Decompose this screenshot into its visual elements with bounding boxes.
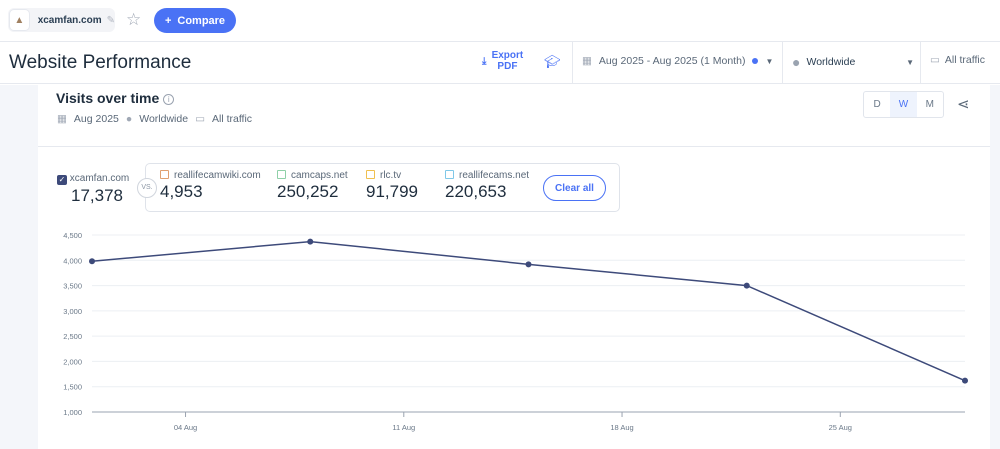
divider (920, 42, 921, 84)
share-icon[interactable]: ⋖ (957, 96, 970, 113)
widget-title-text: Visits over time (56, 90, 160, 106)
granularity-month[interactable]: M (925, 99, 934, 110)
competitor-value: 4,953 (160, 182, 203, 201)
compare-button[interactable]: + Compare (154, 8, 236, 33)
vs-badge: VS. (137, 178, 157, 198)
checkbox-checked-icon[interactable]: ✓ (57, 175, 67, 185)
traffic-dropdown[interactable]: ▭ All traffic (930, 54, 985, 66)
devices-icon: ▭ (195, 113, 205, 125)
export-pdf-button[interactable]: ⤓ Export PDF (482, 50, 523, 72)
legend-main-site[interactable]: ✓ xcamfan.com 17,378 (57, 173, 129, 206)
x-tick-label: 18 Aug (610, 423, 633, 432)
site-chip[interactable]: ▲ xcamfan.com ✎ (8, 8, 115, 32)
y-tick-label: 1,500 (63, 383, 82, 392)
competitor-value: 91,799 (366, 182, 418, 201)
academy-hat-icon[interactable]: 🎓︎ (544, 54, 561, 69)
meta-region: Worldwide (139, 113, 189, 125)
competitor-name: reallifecamwiki.com (174, 170, 261, 181)
favorite-star-icon[interactable]: ☆ (126, 10, 142, 29)
checkbox-unchecked-icon[interactable] (366, 170, 375, 179)
site-name: xcamfan.com (37, 14, 102, 26)
calendar-icon: ▦ (582, 55, 592, 67)
y-tick-label: 4,500 (63, 231, 82, 240)
y-tick-label: 3,500 (63, 282, 82, 291)
x-tick-label: 25 Aug (829, 423, 852, 432)
export-label: Export PDF (491, 50, 524, 72)
y-tick-label: 2,000 (63, 357, 82, 366)
compare-label: Compare (177, 14, 226, 27)
data-point[interactable] (525, 261, 532, 268)
competitor-value: 220,653 (445, 182, 507, 201)
widget-meta: ▦ Aug 2025 ● Worldwide ▭ All traffic (57, 113, 252, 125)
checkbox-unchecked-icon[interactable] (160, 170, 169, 179)
y-tick-label: 1,000 (63, 408, 82, 417)
legend-competitor[interactable]: reallifecamwiki.com 4,953 (160, 170, 261, 202)
caret-down-icon: ▼ (906, 57, 914, 67)
competitor-name: reallifecams.net (459, 170, 530, 181)
checkbox-unchecked-icon[interactable] (277, 170, 286, 179)
competitor-value: 250,252 (277, 182, 339, 201)
x-tick-label: 04 Aug (174, 423, 197, 432)
data-point[interactable] (307, 238, 314, 245)
legend-site-name: xcamfan.com (69, 173, 130, 184)
checkbox-unchecked-icon[interactable] (445, 170, 454, 179)
page-title: Website Performance (9, 52, 192, 73)
legend-site-value: 17,378 (71, 186, 123, 205)
competitor-name: camcaps.net (291, 170, 348, 181)
plus-icon: + (164, 14, 172, 27)
x-tick-label: 11 Aug (392, 423, 415, 432)
data-point[interactable] (89, 258, 95, 265)
y-tick-label: 3,000 (63, 307, 82, 316)
edit-pencil-icon[interactable]: ✎ (106, 14, 115, 26)
traffic-label: All traffic (944, 54, 985, 66)
region-label: Worldwide (806, 56, 856, 68)
granularity-toggle: D W M (863, 91, 944, 118)
granularity-day[interactable]: D (873, 99, 881, 110)
left-gutter (0, 85, 38, 449)
date-range-label: Aug 2025 - Aug 2025 (1 Month) (598, 55, 746, 67)
y-tick-label: 2,500 (63, 332, 82, 341)
competitor-name: rlc.tv (380, 170, 402, 181)
clear-all-button[interactable]: Clear all (543, 175, 606, 201)
y-tick-label: 4,000 (63, 256, 82, 265)
region-dropdown[interactable]: ● Worldwide ▼ (792, 54, 914, 70)
meta-date: Aug 2025 (73, 113, 119, 125)
meta-traffic: All traffic (211, 113, 253, 125)
legend-competitor[interactable]: camcaps.net 250,252 (277, 170, 348, 202)
visits-card (38, 85, 990, 449)
globe-icon: ● (125, 113, 133, 125)
divider (782, 42, 783, 84)
data-point[interactable] (743, 282, 750, 289)
data-point[interactable] (962, 377, 968, 384)
legend-competitor[interactable]: reallifecams.net 220,653 (445, 170, 529, 202)
right-gutter (990, 85, 1000, 449)
devices-icon: ▭ (930, 54, 940, 66)
download-icon: ⤓ (482, 55, 487, 67)
widget-title: Visits over time i (56, 90, 175, 106)
page-header (0, 42, 1000, 84)
top-bar (0, 0, 1000, 42)
globe-icon: ● (792, 54, 801, 70)
status-dot (752, 58, 759, 64)
date-range-picker[interactable]: ▦ Aug 2025 - Aug 2025 (1 Month) ▼ (582, 55, 773, 67)
legend-competitor[interactable]: rlc.tv 91,799 (366, 170, 418, 202)
caret-down-icon: ▼ (765, 56, 774, 66)
divider (572, 42, 573, 84)
site-favicon-icon: ▲ (9, 9, 30, 31)
calendar-icon: ▦ (57, 113, 67, 125)
divider (38, 146, 990, 147)
info-icon[interactable]: i (163, 94, 175, 105)
granularity-week[interactable]: W (890, 92, 917, 117)
